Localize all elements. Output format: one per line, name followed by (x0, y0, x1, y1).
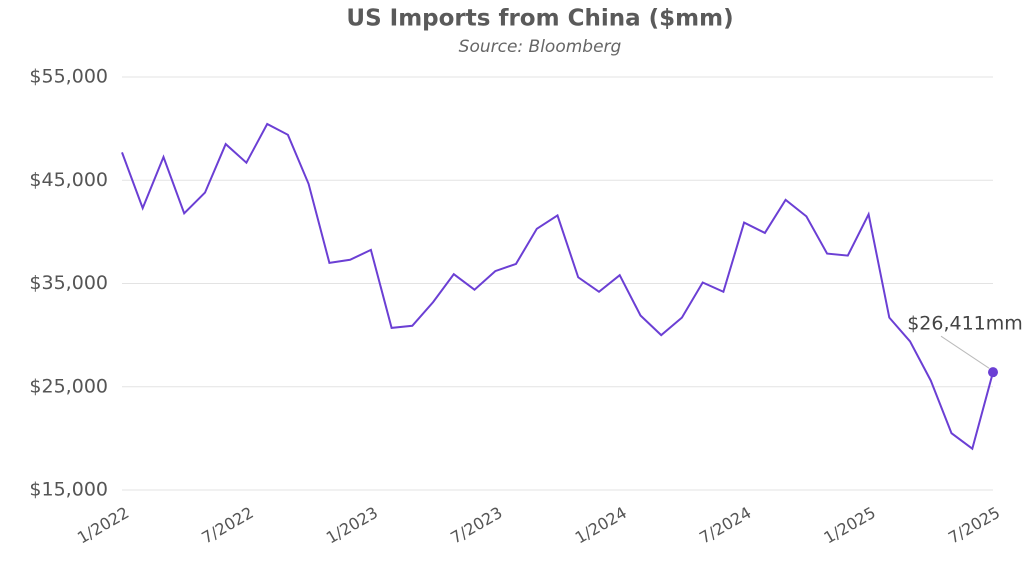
y-tick-label: $45,000 (29, 169, 108, 191)
x-tick-label: 1/2023 (323, 503, 381, 548)
x-tick-label: 7/2023 (447, 503, 505, 548)
data-line (121, 122, 994, 451)
data-label: $26,411mm (907, 313, 1023, 335)
y-tick-label: $25,000 (29, 375, 108, 397)
chart-subtitle: Source: Bloomberg (459, 37, 622, 57)
x-tick-label: 1/2025 (821, 503, 879, 548)
y-tick-label: $35,000 (29, 272, 108, 294)
y-tick-label: $15,000 (29, 479, 108, 501)
chart-title: US Imports from China ($mm) (346, 6, 733, 32)
x-tick-label: 1/2022 (74, 503, 132, 548)
x-tick-label: 7/2022 (198, 503, 256, 548)
x-tick-label: 1/2024 (572, 503, 630, 548)
data-point (988, 367, 998, 378)
annotation-leader (940, 335, 990, 369)
y-tick-label: $55,000 (29, 66, 108, 88)
x-tick-label: 7/2024 (696, 503, 754, 548)
x-tick-label: 7/2025 (945, 503, 1003, 548)
